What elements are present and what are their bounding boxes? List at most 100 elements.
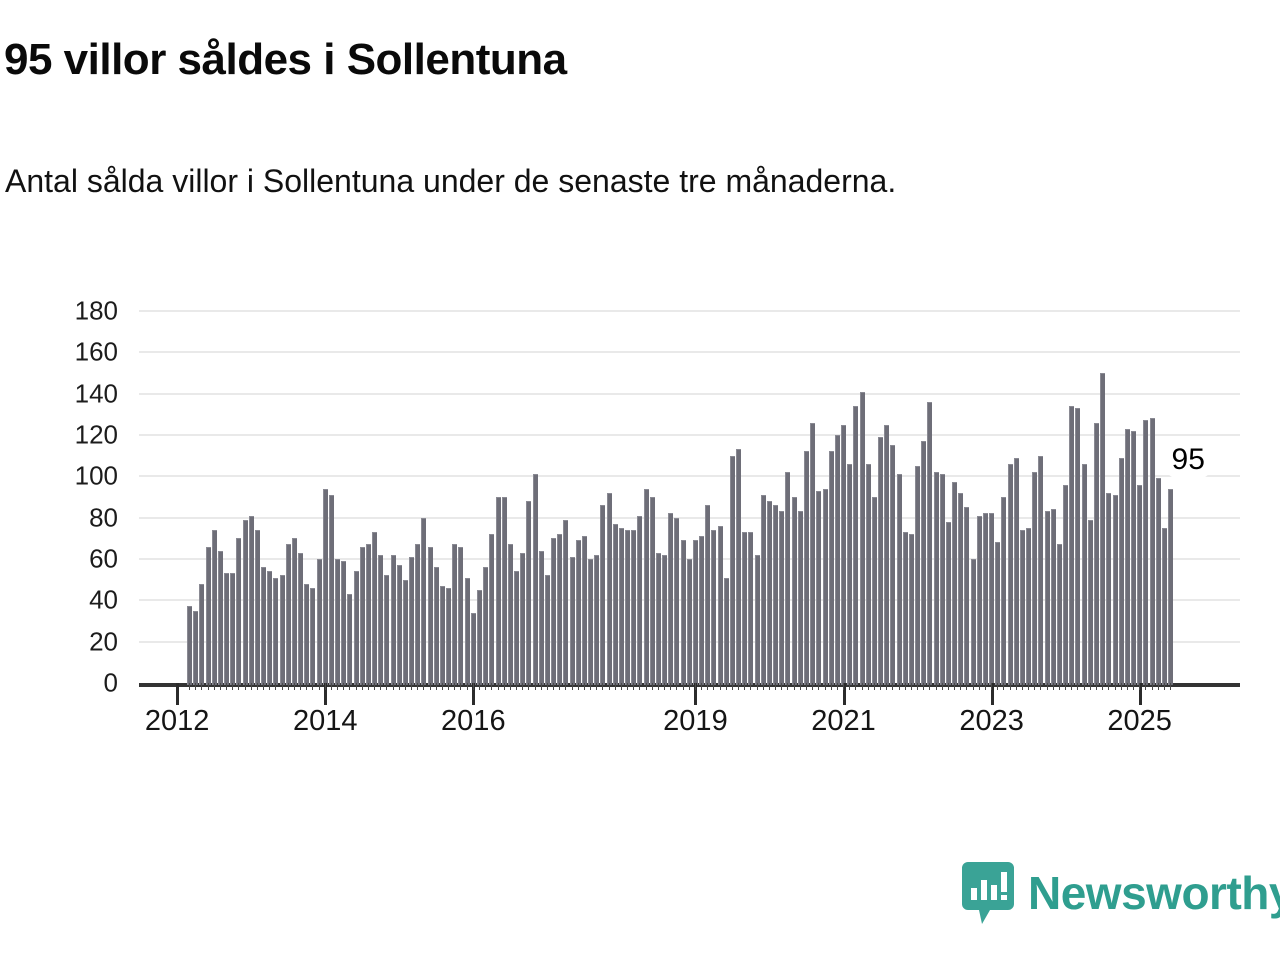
bar bbox=[754, 554, 760, 685]
bar bbox=[662, 554, 668, 685]
bar bbox=[723, 577, 729, 685]
bar bbox=[1168, 488, 1174, 685]
bar bbox=[341, 561, 347, 685]
bar bbox=[816, 490, 822, 685]
x-axis-minor-tick bbox=[330, 683, 332, 690]
x-axis-minor-tick bbox=[478, 683, 480, 690]
gridline bbox=[139, 351, 1240, 354]
bar bbox=[692, 540, 698, 685]
bar bbox=[384, 575, 390, 685]
bar bbox=[563, 519, 569, 685]
x-axis-minor-tick bbox=[300, 683, 302, 690]
x-axis-minor-tick bbox=[195, 683, 197, 690]
bar bbox=[526, 501, 532, 685]
x-axis-minor-tick bbox=[750, 683, 752, 690]
bar bbox=[483, 567, 489, 685]
x-axis-minor-tick bbox=[1009, 683, 1011, 690]
bar bbox=[878, 437, 884, 685]
bar bbox=[822, 488, 828, 685]
x-axis-minor-tick bbox=[947, 683, 949, 690]
bar bbox=[217, 550, 223, 685]
bar bbox=[970, 558, 976, 685]
bar bbox=[359, 546, 365, 685]
x-axis-minor-tick bbox=[954, 683, 956, 690]
x-axis-minor-tick bbox=[633, 683, 635, 690]
newsworthy-logo: Newsworthy bbox=[962, 862, 1280, 924]
gridline bbox=[139, 475, 1240, 478]
x-axis-minor-tick bbox=[855, 683, 857, 690]
bar bbox=[291, 538, 297, 685]
x-axis-minor-tick bbox=[404, 683, 406, 690]
bar bbox=[1044, 511, 1050, 685]
x-axis-minor-tick bbox=[719, 683, 721, 690]
y-axis-tick-label: 60 bbox=[89, 543, 118, 574]
bar bbox=[1143, 420, 1149, 685]
x-axis-minor-tick bbox=[929, 683, 931, 690]
bar bbox=[717, 525, 723, 685]
x-axis-minor-tick bbox=[849, 683, 851, 690]
bar bbox=[915, 465, 921, 685]
bar bbox=[637, 515, 643, 685]
bar bbox=[631, 530, 637, 685]
bar bbox=[921, 441, 927, 685]
x-axis-tick-label: 2019 bbox=[663, 705, 728, 737]
gridline bbox=[139, 310, 1240, 312]
bar bbox=[581, 536, 587, 685]
x-axis-minor-tick bbox=[565, 683, 567, 690]
x-axis-minor-tick bbox=[207, 683, 209, 690]
x-axis-minor-tick bbox=[1145, 683, 1147, 690]
x-axis-minor-tick bbox=[275, 683, 277, 690]
bar bbox=[871, 496, 877, 685]
x-axis-minor-tick bbox=[435, 683, 437, 690]
x-axis-minor-tick bbox=[1163, 683, 1165, 690]
bar bbox=[415, 544, 421, 685]
x-axis-tick-label: 2021 bbox=[811, 705, 876, 737]
x-axis-minor-tick bbox=[960, 683, 962, 690]
x-axis-minor-tick bbox=[806, 683, 807, 690]
x-axis-tick bbox=[694, 683, 698, 705]
bar bbox=[847, 463, 853, 685]
x-axis-minor-tick bbox=[306, 683, 308, 690]
x-axis-minor-tick bbox=[503, 683, 505, 690]
gridline bbox=[139, 516, 1240, 519]
bar bbox=[1075, 408, 1081, 685]
bar bbox=[575, 540, 581, 685]
x-axis-minor-tick bbox=[1151, 683, 1153, 690]
x-axis-minor-tick bbox=[238, 683, 240, 690]
x-axis-tick bbox=[990, 683, 994, 705]
bar bbox=[347, 594, 353, 685]
bar bbox=[495, 496, 501, 685]
x-axis-minor-tick bbox=[361, 683, 363, 690]
x-axis-minor-tick bbox=[1089, 683, 1091, 690]
bar bbox=[1149, 418, 1155, 685]
bar bbox=[551, 538, 557, 685]
x-axis-minor-tick bbox=[904, 683, 906, 690]
x-axis-minor-tick bbox=[516, 683, 517, 690]
x-axis-minor-tick bbox=[972, 683, 974, 690]
bar bbox=[544, 575, 550, 685]
bar bbox=[668, 513, 674, 685]
x-axis-minor-tick bbox=[1040, 683, 1042, 690]
bar bbox=[224, 573, 230, 685]
bar bbox=[588, 558, 594, 685]
x-axis-minor-tick bbox=[873, 683, 875, 690]
bar bbox=[902, 532, 908, 685]
bar bbox=[557, 534, 563, 685]
x-axis-tick-label: 2016 bbox=[441, 705, 506, 737]
x-axis-minor-tick bbox=[923, 683, 925, 690]
x-axis-minor-tick bbox=[1034, 683, 1036, 690]
page-title: 95 villor såldes i Sollentuna bbox=[4, 35, 567, 84]
bar bbox=[1093, 422, 1099, 685]
x-axis-minor-tick bbox=[768, 683, 770, 690]
x-axis-minor-tick bbox=[867, 683, 869, 690]
x-axis-minor-tick bbox=[639, 683, 641, 690]
x-axis-minor-tick bbox=[682, 683, 684, 690]
x-axis-minor-tick bbox=[324, 683, 326, 690]
bar bbox=[409, 556, 415, 685]
bar bbox=[865, 463, 871, 685]
x-axis-minor-tick bbox=[1058, 683, 1060, 690]
bar bbox=[254, 530, 260, 685]
x-axis-minor-tick bbox=[244, 683, 246, 690]
x-axis-minor-tick bbox=[1139, 683, 1141, 690]
x-axis-tick bbox=[472, 683, 476, 705]
